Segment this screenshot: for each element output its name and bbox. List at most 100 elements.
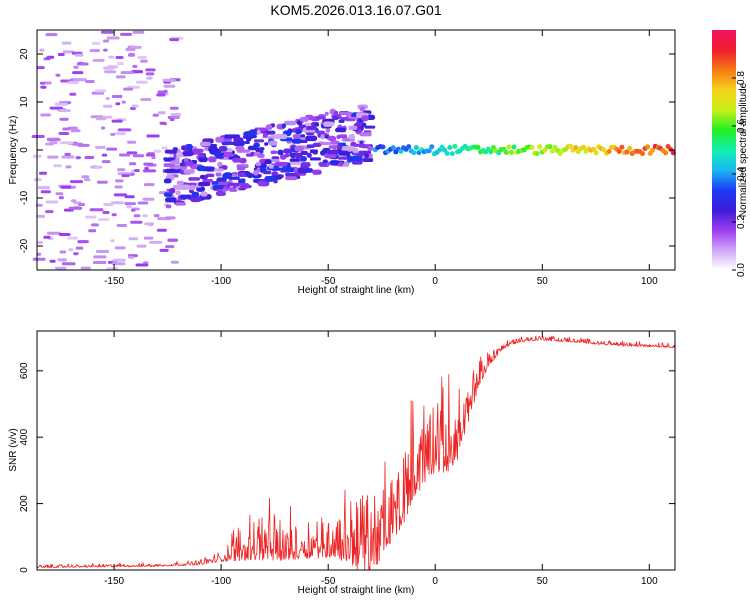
spectrogram-cell <box>320 134 325 140</box>
spectrogram-cell <box>156 93 166 97</box>
spectrogram-cell <box>112 258 126 262</box>
spectrogram-cell <box>142 214 148 218</box>
chart-title: KOM5.2026.013.16.07.G01 <box>270 2 441 18</box>
spectrogram-cell <box>151 156 156 160</box>
spectrogram-cell <box>380 144 386 150</box>
spectrogram-x-label: Height of straight line (km) <box>298 285 415 296</box>
spectrogram-cell <box>202 179 213 183</box>
spectrogram-cell <box>338 152 351 156</box>
spectrogram-cell <box>74 53 84 57</box>
spectrogram-cell <box>236 166 246 171</box>
spectrogram-cell <box>169 106 179 110</box>
spectrogram-cell <box>81 175 90 179</box>
spectrogram-cell <box>506 144 512 150</box>
spectrogram-cell <box>85 80 95 83</box>
spectrogram-cell <box>294 152 303 159</box>
spectrogram-cell <box>165 245 175 249</box>
spectrogram-cell <box>40 190 51 194</box>
spectrogram-cell <box>33 178 42 182</box>
spectrogram-cell <box>58 132 70 135</box>
spectrogram-cell <box>53 164 62 168</box>
spectrogram-cell <box>411 150 417 156</box>
spectrogram-cell <box>75 246 84 250</box>
spectrogram-cell <box>214 168 224 172</box>
snr-series-line <box>36 335 676 571</box>
spectrogram-cell <box>169 38 180 42</box>
spectrogram-cell <box>101 153 108 157</box>
spectrogram-cell <box>70 129 81 133</box>
spectrogram-cell <box>273 165 278 170</box>
spectrogram-cell <box>131 70 144 74</box>
spectrogram-cell <box>103 104 113 108</box>
spectrogram-cell <box>364 153 369 159</box>
spectrogram-cell <box>62 127 71 131</box>
spectrogram-cell <box>113 193 128 197</box>
spectrogram-cell <box>92 261 107 264</box>
spectrogram-cell <box>339 111 353 115</box>
spectrogram-cell <box>342 146 356 151</box>
spectrogram-cell <box>143 183 155 187</box>
spectrogram-cell <box>164 149 177 154</box>
spectrogram-cell <box>606 149 612 154</box>
spectrogram-cell <box>64 152 71 156</box>
spectrogram-cell <box>77 143 90 147</box>
spectrogram-cell <box>125 48 136 51</box>
spectrogram-cell <box>314 123 320 127</box>
spectrogram-cell <box>348 125 358 131</box>
spectrogram-cell <box>330 140 340 145</box>
spectrogram-cell <box>290 153 296 159</box>
spectrogram-cell <box>127 140 137 144</box>
spectrogram-cell <box>106 147 118 151</box>
spectrogram-cell <box>351 155 363 162</box>
spectrogram-cell <box>326 149 339 155</box>
spectrogram-cell <box>67 126 78 130</box>
colorbar-tick-label: 0.0 <box>736 263 747 277</box>
spectrogram-cell <box>165 204 172 209</box>
spectrogram-cell <box>111 95 123 98</box>
spectrogram-cell <box>174 158 180 163</box>
spectrogram-cell <box>98 218 110 221</box>
colorbar-tick-label: 0.6 <box>736 119 747 133</box>
spectrogram-cell <box>58 109 71 113</box>
spectrogram-cell <box>359 106 365 112</box>
spectrogram-cell <box>264 142 269 146</box>
spectrogram-cell <box>281 167 292 172</box>
x-tick-label: 100 <box>641 576 658 587</box>
spectrogram-cell <box>88 229 97 233</box>
spectrogram-cell <box>297 167 309 174</box>
spectrogram-cell <box>262 132 268 138</box>
spectrogram-cell <box>163 84 176 88</box>
y-tick-label: 20 <box>19 48 30 60</box>
spectrogram-cell <box>351 113 358 117</box>
x-tick-label: 0 <box>432 276 438 287</box>
spectrogram-cell <box>335 127 345 132</box>
spectrogram-cell <box>198 156 208 163</box>
spectrogram-cell <box>62 50 75 54</box>
spectrogram-cell <box>145 72 155 76</box>
y-tick-label: 10 <box>19 96 30 108</box>
spectrogram-cell <box>110 132 116 136</box>
spectrogram-cell <box>413 145 419 151</box>
spectrogram-cell <box>264 176 275 182</box>
spectrogram-cell <box>208 156 217 163</box>
spectrogram-cell <box>218 145 228 152</box>
spectrogram-cell <box>429 144 435 150</box>
spectrogram-cell <box>406 144 412 150</box>
spectrogram-cell <box>624 149 630 155</box>
spectrogram-cell <box>256 167 262 173</box>
y-tick-label: 0 <box>19 147 30 153</box>
spectrogram-cell <box>65 165 72 169</box>
spectrogram-cell <box>222 188 227 193</box>
spectrogram-cell <box>39 171 47 175</box>
x-tick-label: 100 <box>641 276 658 287</box>
y-tick-label: 200 <box>19 495 30 512</box>
spectrogram-cell <box>165 216 176 220</box>
spectrogram-cell <box>228 176 240 180</box>
spectrogram-cell <box>93 255 107 259</box>
spectrogram-cell <box>143 261 149 265</box>
spectrogram-cell <box>316 130 325 134</box>
spectrogram-cell <box>161 146 168 150</box>
spectrogram-cell <box>259 149 264 154</box>
spectrogram-cell <box>37 186 51 190</box>
spectrogram-cell <box>100 30 114 34</box>
